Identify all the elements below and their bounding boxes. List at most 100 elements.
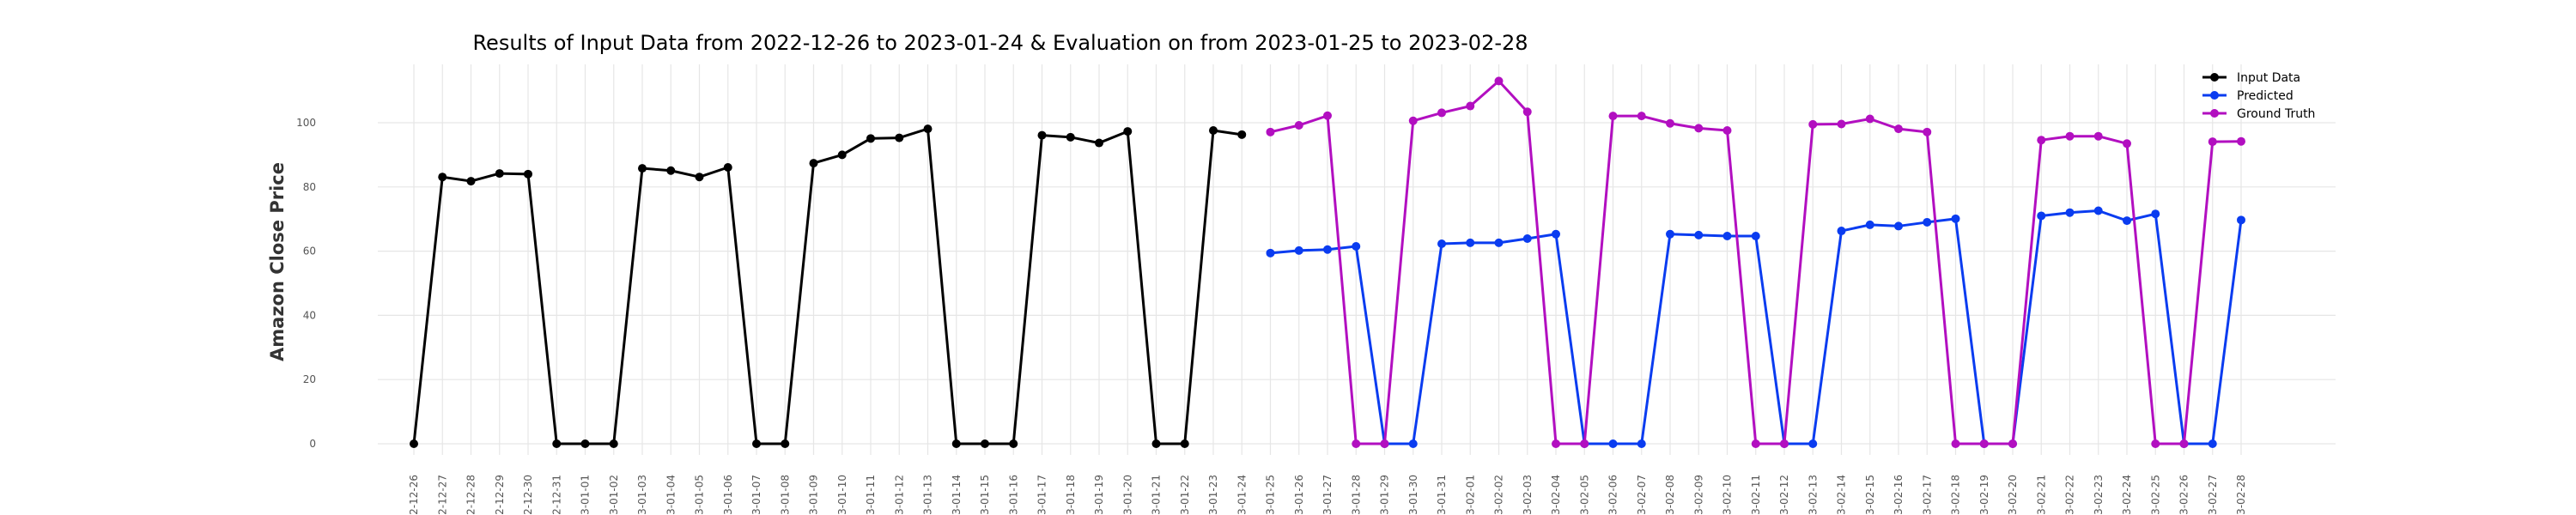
legend-item: Input Data bbox=[2202, 71, 2300, 85]
data-point bbox=[581, 439, 590, 448]
x-tick-label: -23-01-12 bbox=[893, 475, 905, 515]
x-tick-label: -23-01-11 bbox=[865, 475, 877, 515]
x-tick-label: -23-01-05 bbox=[694, 475, 706, 515]
data-point bbox=[1838, 227, 1846, 235]
x-tick-label: -23-01-24 bbox=[1236, 475, 1248, 515]
x-tick-label: -22-12-28 bbox=[465, 475, 477, 515]
data-point bbox=[1409, 117, 1418, 125]
x-tick-label: -23-01-19 bbox=[1093, 475, 1105, 515]
data-point bbox=[1552, 439, 1560, 448]
data-point bbox=[1323, 112, 1332, 120]
x-tick-label: -23-01-28 bbox=[1350, 475, 1362, 515]
data-point bbox=[952, 439, 961, 448]
data-point bbox=[1123, 127, 1132, 136]
data-point bbox=[1066, 133, 1075, 142]
data-point bbox=[1352, 439, 1360, 448]
data-point bbox=[495, 169, 504, 178]
data-point bbox=[1152, 439, 1161, 448]
data-point bbox=[810, 159, 818, 167]
data-point bbox=[895, 134, 903, 142]
data-point bbox=[638, 164, 647, 173]
data-point bbox=[2094, 206, 2103, 215]
x-tick-label: -23-01-31 bbox=[1436, 475, 1448, 515]
legend-marker bbox=[2210, 91, 2219, 100]
data-point bbox=[1752, 232, 1760, 240]
x-tick-label: -23-02-09 bbox=[1692, 475, 1704, 515]
x-tick-label: -23-02-23 bbox=[2093, 475, 2105, 515]
x-tick-label: -23-01-21 bbox=[1151, 475, 1163, 515]
series-line bbox=[414, 129, 1242, 444]
data-point bbox=[1323, 245, 1332, 254]
legend-label: Predicted bbox=[2237, 89, 2293, 103]
x-tick-label: -23-02-28 bbox=[2235, 475, 2247, 515]
x-tick-label: -23-01-01 bbox=[580, 475, 592, 515]
x-tick-label: -22-12-29 bbox=[494, 475, 506, 515]
x-tick-label: -23-02-06 bbox=[1607, 475, 1619, 515]
x-tick-label: -23-01-17 bbox=[1036, 475, 1048, 515]
data-point bbox=[1808, 120, 1817, 129]
x-tick-label: -23-01-10 bbox=[836, 475, 848, 515]
x-tick-label: -23-02-16 bbox=[1893, 475, 1905, 515]
data-point bbox=[2066, 132, 2075, 141]
data-point bbox=[2180, 439, 2189, 448]
legend-item: Ground Truth bbox=[2202, 107, 2315, 121]
data-point bbox=[1752, 439, 1760, 448]
x-tick-label: -23-01-23 bbox=[1207, 475, 1219, 515]
x-tick-label: -23-02-05 bbox=[1578, 475, 1590, 515]
x-tick-label: -23-02-24 bbox=[2121, 475, 2133, 515]
data-point bbox=[1495, 239, 1504, 247]
y-tick-label: 40 bbox=[303, 309, 316, 321]
data-point bbox=[1523, 234, 1532, 243]
x-tick-label: -23-01-02 bbox=[608, 475, 620, 515]
data-point bbox=[752, 439, 761, 448]
data-point bbox=[552, 439, 561, 448]
data-point bbox=[1181, 439, 1189, 448]
data-point bbox=[1609, 112, 1618, 120]
data-point bbox=[1095, 139, 1103, 148]
x-tick-label: -23-02-27 bbox=[2207, 475, 2219, 515]
x-tick-label: -23-02-22 bbox=[2064, 475, 2076, 515]
data-point bbox=[1609, 439, 1618, 448]
x-tick-label: -23-01-18 bbox=[1065, 475, 1077, 515]
x-tick-label: -23-02-12 bbox=[1778, 475, 1790, 515]
data-point bbox=[1466, 102, 1474, 111]
x-tick-label: -23-01-25 bbox=[1265, 475, 1277, 515]
x-tick-label: -23-01-06 bbox=[722, 475, 734, 515]
x-tick-label: -22-12-30 bbox=[522, 475, 534, 515]
x-tick-label: -23-01-09 bbox=[808, 475, 820, 515]
x-tick-label: -23-02-17 bbox=[1921, 475, 1933, 515]
data-point bbox=[696, 173, 704, 181]
x-tick-label: -23-01-04 bbox=[665, 475, 677, 515]
chart-title: Results of Input Data from 2022-12-26 to… bbox=[472, 31, 1528, 55]
legend-label: Input Data bbox=[2237, 71, 2300, 85]
data-point bbox=[2008, 439, 2017, 448]
data-point bbox=[838, 150, 847, 159]
data-point bbox=[666, 167, 675, 175]
data-point bbox=[724, 163, 732, 172]
x-tick-label: -23-02-01 bbox=[1464, 475, 1476, 515]
y-axis: 020406080100 bbox=[296, 117, 316, 450]
x-tick-label: -22-12-27 bbox=[436, 475, 448, 515]
x-tick-label: -23-02-26 bbox=[2178, 475, 2190, 515]
data-point bbox=[1923, 218, 1931, 227]
data-point bbox=[981, 439, 989, 448]
data-point bbox=[1808, 439, 1817, 448]
legend-item: Predicted bbox=[2202, 89, 2293, 103]
data-point bbox=[1495, 76, 1504, 85]
x-tick-label: -23-02-20 bbox=[2007, 475, 2019, 515]
data-point bbox=[1466, 239, 1474, 247]
legend-marker bbox=[2210, 73, 2219, 82]
data-point bbox=[1237, 130, 1246, 139]
x-tick-label: -23-02-13 bbox=[1807, 475, 1819, 515]
x-tick-label: -23-01-22 bbox=[1179, 475, 1191, 515]
data-point bbox=[610, 439, 618, 448]
data-point bbox=[1952, 215, 1960, 223]
y-tick-label: 100 bbox=[296, 117, 316, 129]
data-point bbox=[1352, 242, 1360, 251]
data-point bbox=[2237, 215, 2245, 224]
x-tick-label: -23-02-04 bbox=[1550, 475, 1562, 515]
data-point bbox=[1894, 124, 1903, 133]
data-point bbox=[1866, 115, 1874, 124]
